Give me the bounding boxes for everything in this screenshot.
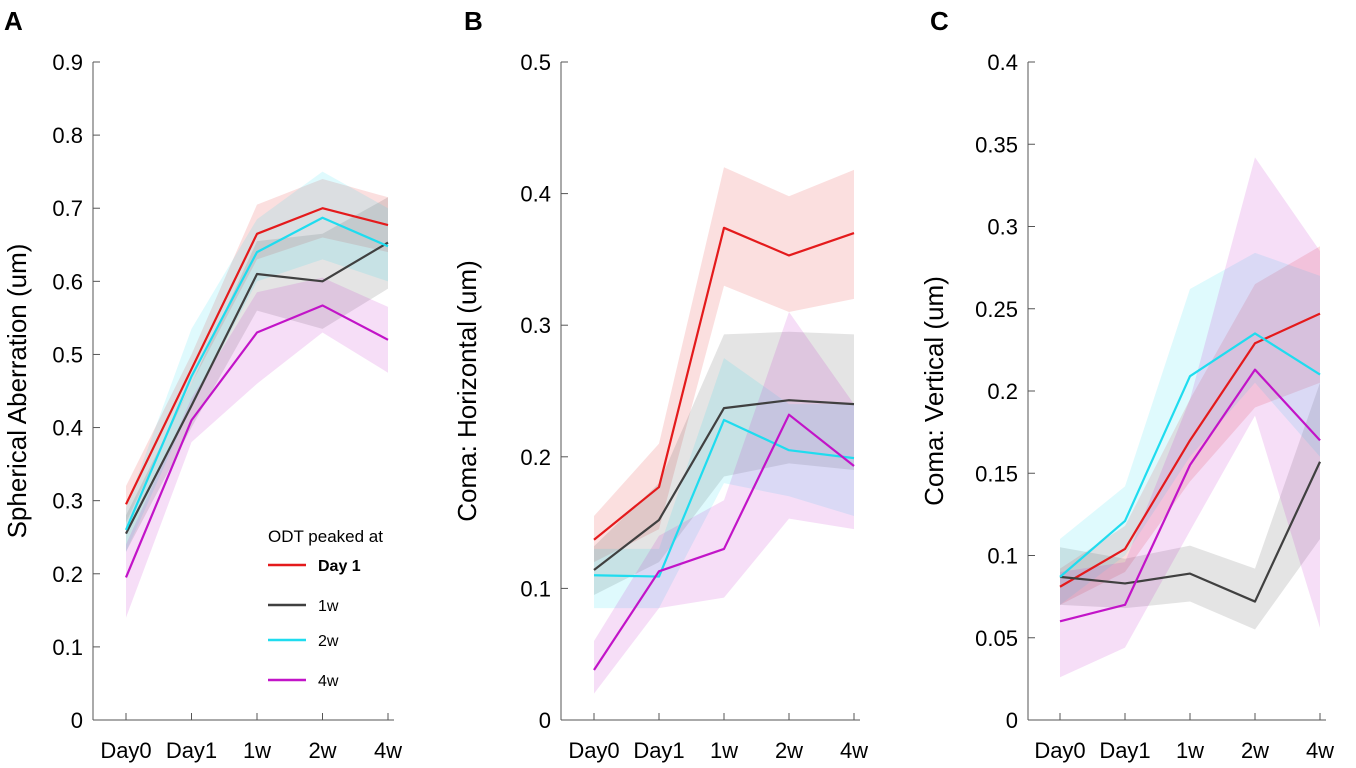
- error-band-day-1: [126, 178, 388, 523]
- y-tick-label: 0.25: [975, 297, 1018, 322]
- legend-label-4w: 4w: [318, 673, 339, 690]
- y-tick-label: 0.9: [52, 50, 83, 75]
- legend-label-2w: 2w: [318, 633, 339, 650]
- panel-letter-c: C: [930, 6, 949, 36]
- error-band-1w: [594, 331, 854, 595]
- y-tick-label: 0.1: [52, 635, 83, 660]
- x-tick-label: 4w: [840, 738, 868, 763]
- y-axis-label-c: Coma: Vertical (um): [919, 276, 949, 506]
- series-line-2w: [124, 216, 389, 531]
- y-tick-label: 0.3: [52, 489, 83, 514]
- x-tick-label: 1w: [243, 738, 271, 763]
- x-tick-label: 2w: [1241, 738, 1269, 763]
- series-line-2w: [593, 418, 855, 578]
- error-band-2w: [1060, 252, 1320, 605]
- x-tick-label: Day0: [1034, 738, 1085, 763]
- y-tick-label: 0: [71, 708, 83, 733]
- x-tick-label: 2w: [308, 738, 336, 763]
- series-line-4w: [124, 304, 389, 578]
- error-band-day-1: [1060, 246, 1320, 605]
- x-tick-label: 4w: [374, 738, 402, 763]
- series-line-day-1: [1059, 312, 1321, 588]
- error-band-1w: [126, 197, 388, 552]
- error-band-day-1: [594, 167, 854, 563]
- y-tick-label: 0.2: [987, 379, 1018, 404]
- series-line-day-1: [125, 207, 389, 505]
- series-line-2w: [1059, 332, 1321, 578]
- error-band-1w: [1060, 382, 1320, 630]
- y-tick-label: 0: [1006, 708, 1018, 733]
- series-line-4w: [1059, 368, 1321, 623]
- y-tick-label: 0.5: [52, 342, 83, 367]
- error-band-4w: [1060, 157, 1320, 678]
- y-tick-label: 0.4: [520, 182, 551, 207]
- y-tick-label: 0.8: [52, 123, 83, 148]
- y-tick-label: 0.05: [975, 626, 1018, 651]
- y-tick-label: 0.2: [52, 562, 83, 587]
- panel-letter-a: A: [4, 6, 23, 36]
- x-tick-label: 2w: [775, 738, 803, 763]
- series-line-1w: [593, 399, 855, 571]
- x-tick-label: 4w: [1306, 738, 1334, 763]
- series-line-1w: [125, 241, 389, 535]
- legend-title: ODT peaked at: [268, 527, 383, 546]
- x-tick-label: Day0: [100, 738, 151, 763]
- y-axis-label-b: Coma: Horizontal (um): [452, 260, 482, 522]
- x-tick-label: Day1: [1099, 738, 1150, 763]
- error-band-4w: [126, 277, 388, 618]
- y-tick-label: 0.7: [52, 196, 83, 221]
- y-tick-label: 0.4: [987, 50, 1018, 75]
- y-tick-label: 0.5: [520, 50, 551, 75]
- error-band-4w: [594, 312, 854, 694]
- y-tick-label: 0.6: [52, 269, 83, 294]
- series-line-day-1: [593, 226, 855, 541]
- y-tick-label: 0.1: [987, 544, 1018, 569]
- error-band-2w: [126, 171, 388, 552]
- x-tick-label: Day1: [166, 738, 217, 763]
- y-tick-label: 0.15: [975, 461, 1018, 486]
- panel-c: C 0 0.05 0.1 0.15 0.2 0.25 0.3 0.35 0.4 Day0 Day1 1w…: [919, 6, 1334, 763]
- legend-label-day-1: Day 1: [318, 558, 361, 575]
- panel-a: A 0 0.1 0.2 0.3 0.4 0.5 0.6 0.7 0.8 0.9 Day0 Day1 1w 2…: [2, 6, 402, 763]
- x-tick-label: 1w: [710, 738, 738, 763]
- y-tick-label: 0.2: [520, 445, 551, 470]
- y-axis-label-a: Spherical Aberration (um): [2, 244, 32, 539]
- y-tick-label: 0.35: [975, 132, 1018, 157]
- panel-letter-b: B: [464, 6, 483, 36]
- error-band-2w: [594, 358, 854, 609]
- x-tick-label: Day1: [633, 738, 684, 763]
- y-tick-label: 0: [539, 708, 551, 733]
- x-tick-label: Day0: [568, 738, 619, 763]
- series-line-4w: [593, 413, 855, 671]
- legend-label-1w: 1w: [318, 598, 339, 615]
- legend: ODT peaked at Day 1 1w 2w 4w: [268, 527, 383, 690]
- panel-b: B 0 0.1 0.2 0.3 0.4 0.5 Day0 Day1 1w 2w 4w Coma: Hor…: [452, 6, 868, 763]
- y-tick-label: 0.3: [520, 313, 551, 338]
- x-tick-label: 1w: [1176, 738, 1204, 763]
- y-tick-label: 0.1: [520, 576, 551, 601]
- series-line-1w: [1059, 461, 1321, 603]
- y-tick-label: 0.4: [52, 416, 83, 441]
- y-tick-label: 0.3: [987, 215, 1018, 240]
